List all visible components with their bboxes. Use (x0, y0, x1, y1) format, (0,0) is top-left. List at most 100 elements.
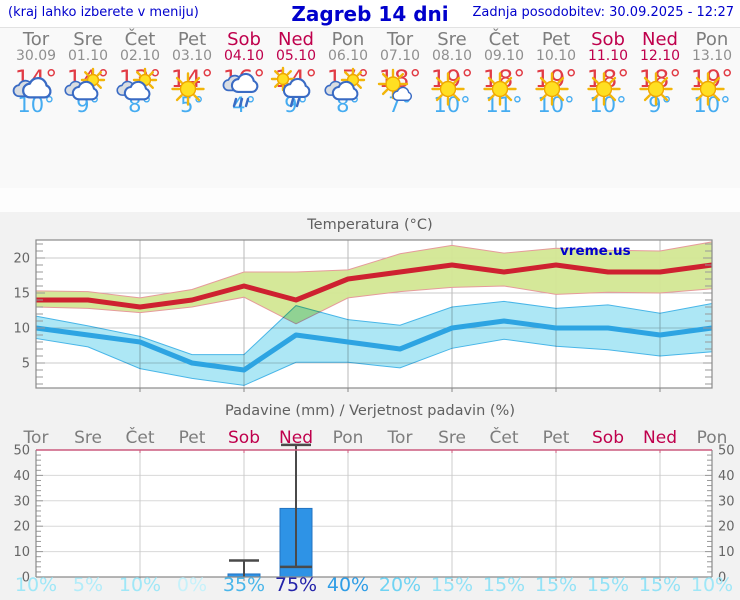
precip-day-label: Sob (228, 428, 260, 448)
precip-probability: 15% (534, 574, 578, 596)
day-name: Tor (386, 29, 414, 50)
day-name: Pet (177, 29, 207, 50)
svg-text:0: 0 (718, 571, 726, 586)
precip-day-label: Sre (438, 428, 466, 448)
section-gap (0, 188, 740, 212)
precip-day-label: Tor (23, 428, 49, 448)
last-update-label: Zadnja posodobitev: 30.09.2025 - 12:27 (472, 5, 734, 20)
day-name: Pon (331, 29, 365, 50)
day-name: Pet (541, 29, 571, 50)
page-title: Zagreb 14 dni (291, 2, 449, 26)
day-name: Sre (73, 29, 103, 50)
precip-probability: 15% (638, 574, 682, 596)
day-date: 01.10 (67, 48, 109, 64)
precipitation-chart-title: Padavine (mm) / Verjetnost padavin (%) (225, 403, 515, 419)
precip-probability: 40% (326, 574, 370, 596)
precip-day-label: Pon (696, 428, 728, 448)
sunny-icon (171, 72, 205, 106)
precip-probability: 10% (690, 574, 734, 596)
svg-text:10: 10 (13, 322, 30, 337)
day-date: 05.10 (275, 48, 317, 64)
day-date: 04.10 (223, 48, 265, 64)
day-column: Pon 13.10 19° 10° (686, 30, 738, 118)
day-name: Ned (278, 29, 314, 50)
sun-rain-icon (270, 66, 311, 108)
header-strip (0, 0, 740, 28)
precip-probability: 10% (14, 574, 58, 596)
svg-text:50: 50 (13, 444, 30, 459)
svg-text:15: 15 (13, 287, 30, 302)
rain-icon (222, 72, 259, 108)
precip-probability: 0% (176, 574, 208, 596)
sunny-icon (587, 72, 621, 106)
precip-probability: 5% (72, 574, 104, 596)
day-name: Čet (488, 29, 520, 50)
svg-text:10: 10 (13, 545, 30, 560)
day-date: 10.10 (535, 48, 577, 64)
svg-text:30: 30 (718, 494, 735, 509)
precip-probability: 75% (274, 574, 318, 596)
day-name: Sre (437, 29, 467, 50)
precipitation-chart: 0 0 10 10 20 20 30 30 40 40 50 50 (13, 444, 735, 586)
precip-day-label: Sre (74, 428, 102, 448)
precip-day-label: Pon (332, 428, 364, 448)
day-name: Tor (22, 29, 50, 50)
svg-text:0: 0 (22, 571, 30, 586)
day-column: Sob 11.10 18° 10° (582, 30, 634, 118)
svg-text:50: 50 (718, 444, 735, 459)
precip-probability: 35% (222, 574, 266, 596)
day-date: 03.10 (171, 48, 213, 64)
day-name: Čet (124, 29, 156, 50)
min-temperature: 9° (284, 93, 308, 117)
svg-text:20: 20 (13, 252, 30, 267)
precip-day-label: Pet (542, 428, 570, 448)
svg-text:20: 20 (13, 520, 30, 535)
day-date: 06.10 (327, 48, 369, 64)
day-date: 09.10 (483, 48, 525, 64)
precip-probability: 15% (430, 574, 474, 596)
day-date: 12.10 (639, 48, 681, 64)
svg-text:40: 40 (718, 469, 735, 484)
precip-probability: 20% (378, 574, 422, 596)
svg-text:40: 40 (13, 469, 30, 484)
precip-day-label: Tor (387, 428, 413, 448)
precip-day-label: Čet (125, 428, 155, 448)
precip-probability: 15% (586, 574, 630, 596)
day-date: 13.10 (691, 48, 733, 64)
sunny-icon (691, 72, 725, 106)
precip-day-label: Ned (279, 428, 313, 448)
precip-day-label: Pet (178, 428, 206, 448)
day-column: Čet 09.10 18° 11° (478, 30, 530, 118)
sunny-icon (431, 72, 465, 106)
temperature-chart: 5 10 15 20 vreme.us (13, 239, 713, 392)
sunny-icon (535, 72, 569, 106)
day-column: Pet 10.10 19° 10° (530, 30, 582, 118)
temperature-chart-title: Temperatura (°C) (307, 217, 433, 233)
sunny-icon (483, 72, 517, 106)
svg-text:10: 10 (718, 545, 735, 560)
day-date: 11.10 (587, 48, 629, 64)
watermark: vreme.us (560, 243, 631, 259)
precip-probability: 15% (482, 574, 526, 596)
day-name: Sob (591, 29, 625, 50)
mostly-sunny-icon (377, 68, 413, 102)
day-column: Ned 12.10 18° 9° (634, 30, 686, 118)
location-menu-hint: (kraj lahko izberete v meniju) (8, 5, 199, 20)
forecast-strip (0, 28, 740, 188)
svg-text:30: 30 (13, 494, 30, 509)
day-name: Sob (227, 29, 261, 50)
precip-day-label: Čet (489, 428, 519, 448)
precip-probability: 10% (118, 574, 162, 596)
partly-icon (324, 67, 366, 101)
day-column: Tor 07.10 18° 7° (374, 30, 426, 118)
precip-day-label: Sob (592, 428, 624, 448)
day-name: Pon (695, 29, 729, 50)
partly-icon (116, 67, 158, 101)
